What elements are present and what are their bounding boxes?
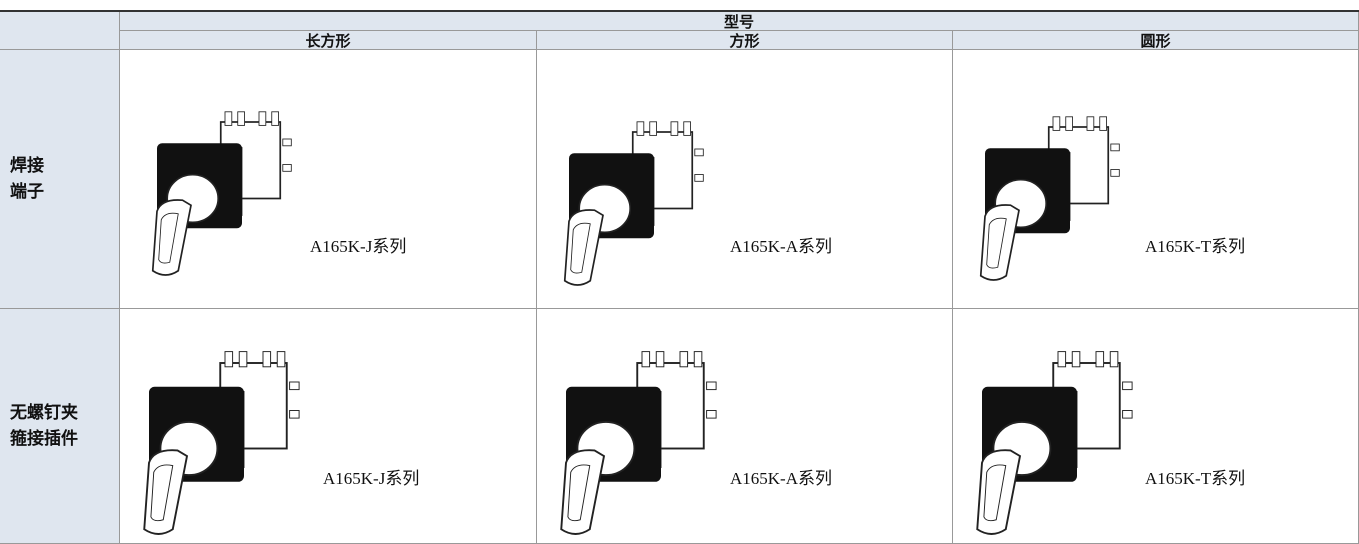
product-cell: A165K-T系列: [953, 50, 1359, 309]
column-text: 方形: [729, 31, 760, 50]
table-header: 型号: [120, 12, 1359, 31]
row-header: 焊接 端子: [0, 50, 120, 309]
column-header: 方形: [537, 31, 953, 50]
row-label-line: 无螺钉夹: [10, 403, 78, 423]
switch-image: [552, 100, 722, 300]
column-text: 圆形: [1140, 31, 1171, 50]
product-cell: A165K-A系列: [537, 309, 953, 544]
row-label-line: 箍接插件: [10, 429, 78, 449]
corner-cell: [0, 12, 120, 50]
caption: A165K-J系列: [310, 237, 407, 256]
caption: A165K-A系列: [730, 237, 832, 256]
caption: A165K-T系列: [1145, 469, 1246, 488]
header-text: 型号: [723, 12, 754, 31]
product-cell: A165K-A系列: [537, 50, 953, 309]
switch-image: [968, 95, 1138, 295]
switch-image: [547, 334, 737, 544]
switch-image: [963, 334, 1153, 544]
row-label-line: 端子: [10, 182, 44, 202]
product-cell: A165K-J系列: [120, 309, 537, 544]
column-header: 长方形: [120, 31, 537, 50]
row-label-line: 焊接: [10, 156, 44, 176]
table: 型号 长方形 方形 圆形 焊接 端子 A165K-J系列 A165K-A系列 A…: [0, 10, 1359, 544]
switch-image: [130, 334, 320, 544]
switch-image: [140, 90, 310, 290]
column-header: 圆形: [953, 31, 1359, 50]
caption: A165K-J系列: [323, 469, 420, 488]
row-header: 无螺钉夹 箍接插件: [0, 309, 120, 544]
caption: A165K-A系列: [730, 469, 832, 488]
product-cell: A165K-T系列: [953, 309, 1359, 544]
product-cell: A165K-J系列: [120, 50, 537, 309]
caption: A165K-T系列: [1145, 237, 1246, 256]
column-text: 长方形: [305, 31, 351, 50]
